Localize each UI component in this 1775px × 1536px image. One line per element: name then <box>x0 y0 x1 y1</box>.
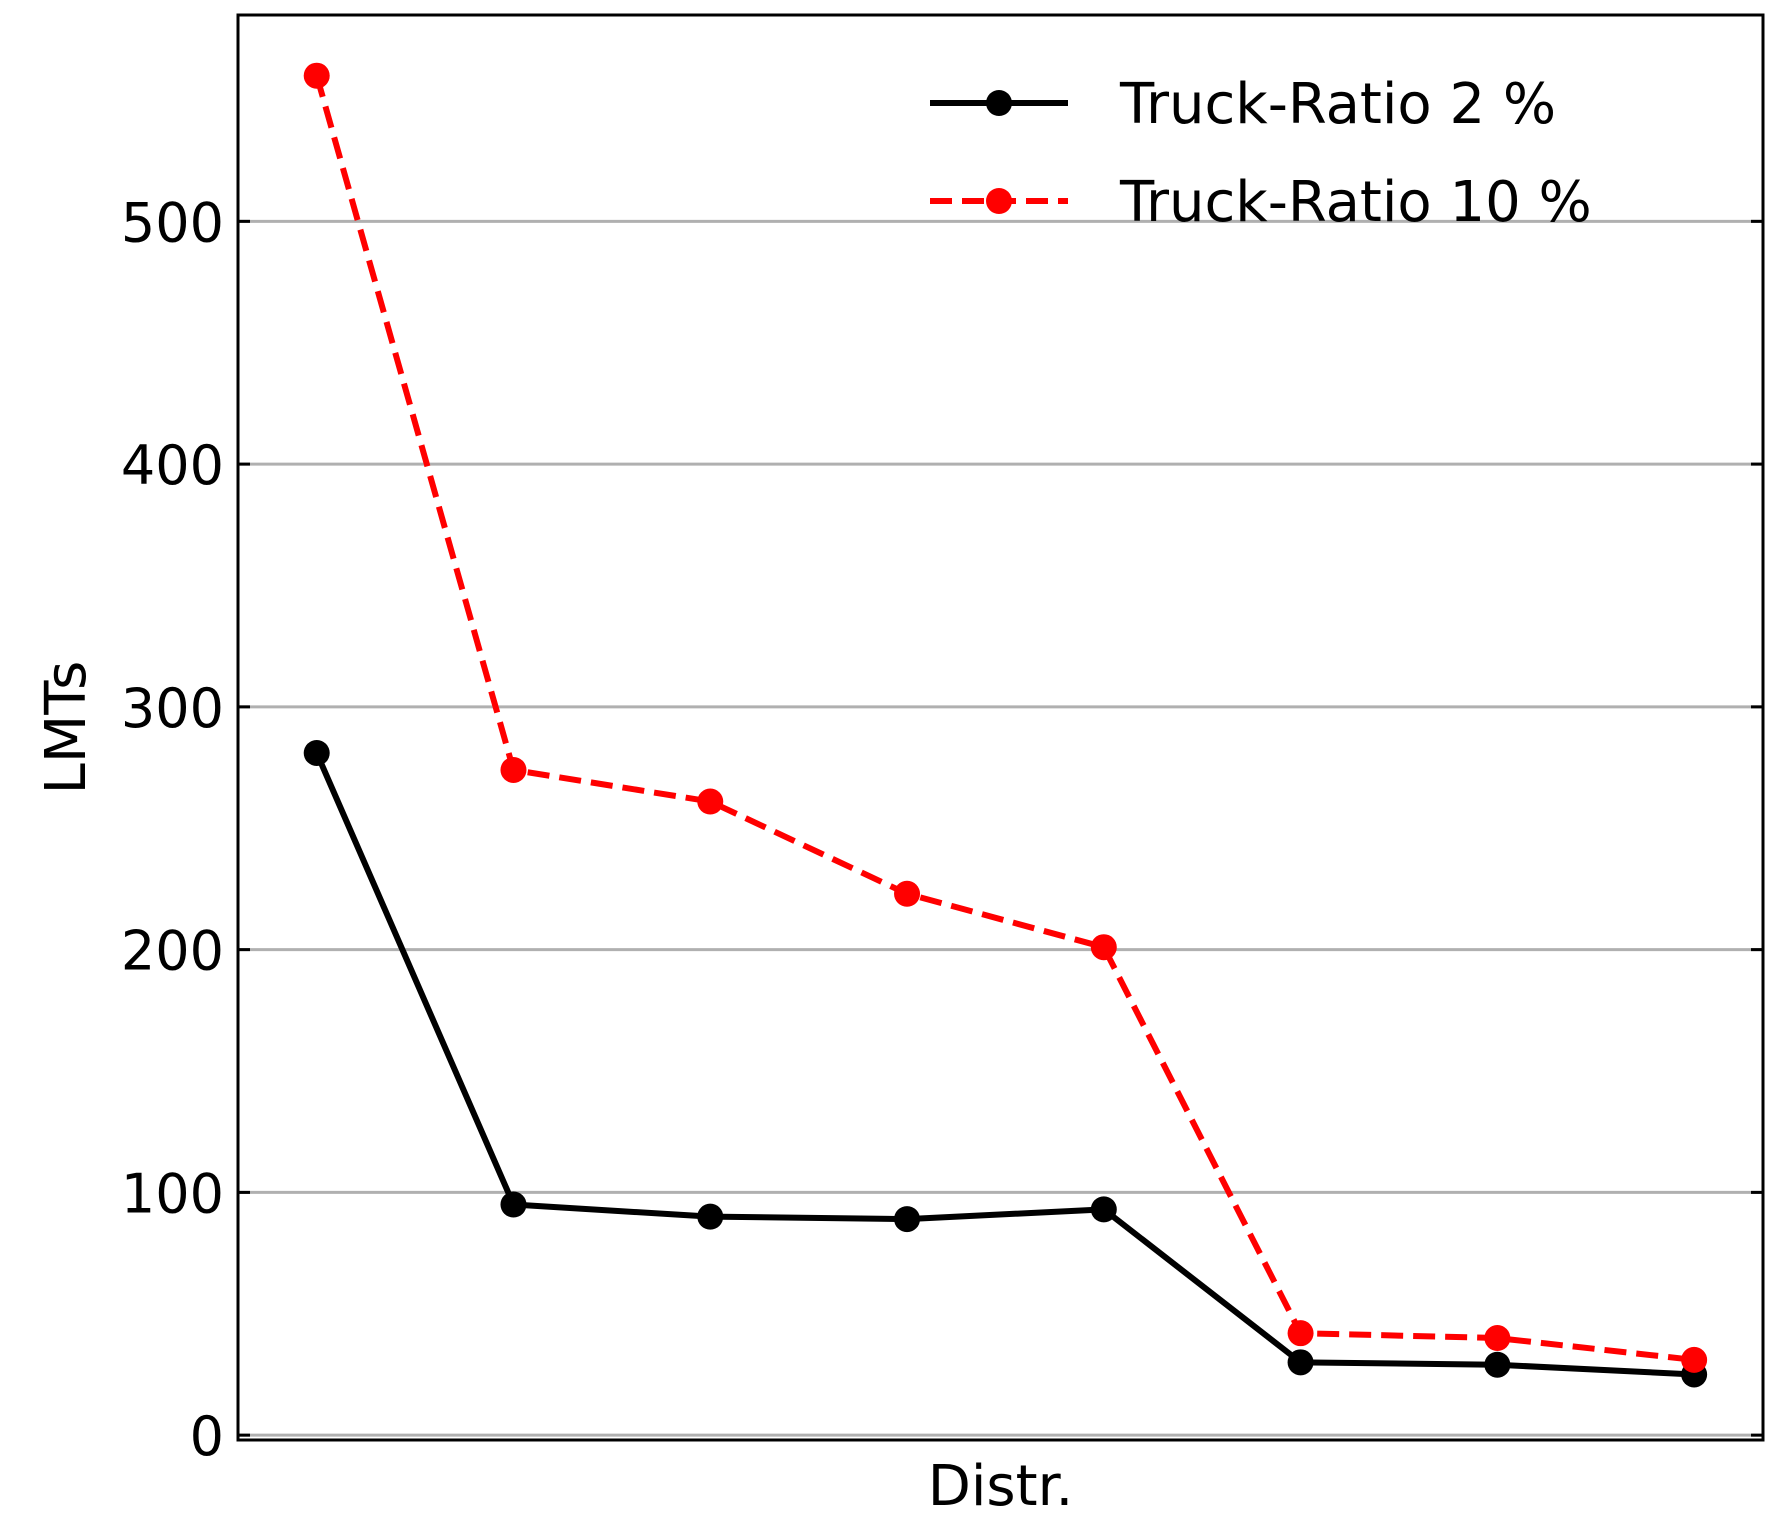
legend-label: Truck-Ratio 10 % <box>1119 170 1592 235</box>
legend-item: Truck-Ratio 10 % <box>930 170 1592 235</box>
data-point <box>500 756 527 783</box>
data-point <box>1287 1320 1314 1347</box>
data-point <box>697 788 724 815</box>
data-point <box>697 1203 724 1230</box>
data-point <box>1090 1196 1117 1223</box>
y-tick-label: 200 <box>121 920 224 983</box>
series-2 <box>303 62 1708 1373</box>
data-point <box>1484 1325 1511 1352</box>
data-point <box>894 1206 921 1233</box>
y-axis-label: LMTs <box>34 661 99 795</box>
legend-label: Truck-Ratio 2 % <box>1119 72 1556 137</box>
plot-frame <box>236 13 1765 1442</box>
grid-lines <box>238 219 1763 1437</box>
data-point <box>894 880 921 907</box>
data-point <box>303 62 330 89</box>
y-tick-label: 0 <box>190 1405 224 1468</box>
x-axis-label: Distr. <box>928 1454 1074 1519</box>
legend-marker <box>986 188 1012 214</box>
legend: Truck-Ratio 2 % Truck-Ratio 10 % <box>930 72 1592 235</box>
y-axis-ticks: 0 100 200 300 400 500 <box>121 191 1763 1468</box>
series-line <box>313 74 1695 1363</box>
series-layer <box>303 62 1708 1388</box>
series-1 <box>303 739 1708 1388</box>
data-point <box>1090 934 1117 961</box>
y-tick-label: 500 <box>121 191 224 254</box>
data-point <box>1287 1349 1314 1376</box>
data-point <box>500 1191 527 1218</box>
data-point <box>1484 1351 1511 1378</box>
series-line <box>313 751 1695 1378</box>
y-tick-label: 100 <box>121 1162 224 1225</box>
y-tick-label: 300 <box>121 677 224 740</box>
data-point <box>303 739 330 766</box>
y-tick-label: 400 <box>121 434 224 497</box>
legend-item: Truck-Ratio 2 % <box>930 72 1556 137</box>
data-point <box>1681 1346 1708 1373</box>
legend-marker <box>986 90 1012 116</box>
